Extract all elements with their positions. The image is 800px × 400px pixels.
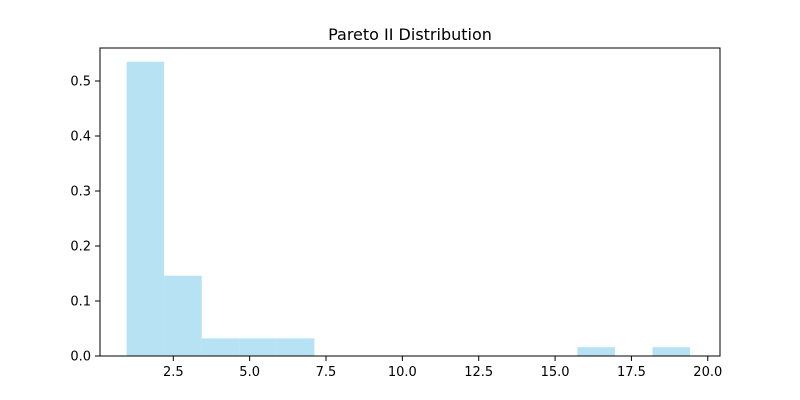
x-tick-label: 15.0 <box>541 365 570 380</box>
y-tick-label: 0.0 <box>70 350 91 365</box>
y-tick-label: 0.1 <box>70 295 91 310</box>
y-tick-label: 0.5 <box>70 75 91 90</box>
x-axis: 2.5 5.0 7.5 10.0 12.5 15.0 17.5 20.0 <box>163 356 722 380</box>
y-tick-label: 0.3 <box>70 185 91 200</box>
y-tick-label: 0.2 <box>70 240 91 255</box>
histogram-bar-2 <box>201 338 240 356</box>
histogram-bar-0 <box>126 61 165 356</box>
histogram-bar-14 <box>652 347 691 356</box>
x-tick-label: 20.0 <box>693 365 722 380</box>
y-tick-label: 0.4 <box>70 130 91 145</box>
plot-frame <box>99 47 721 357</box>
histogram-bar-4 <box>276 338 315 356</box>
x-tick-label: 17.5 <box>617 365 646 380</box>
x-tick-label: 2.5 <box>163 365 184 380</box>
y-axis: 0.0 0.1 0.2 0.3 0.4 0.5 <box>70 75 100 365</box>
x-tick-label: 10.0 <box>388 365 417 380</box>
histogram-bar-1 <box>164 275 202 356</box>
bars-layer <box>126 61 691 356</box>
histogram-bar-3 <box>239 338 277 356</box>
x-tick-label: 7.5 <box>316 365 337 380</box>
x-tick-label: 12.5 <box>464 365 493 380</box>
histogram-bar-12 <box>577 347 615 356</box>
chart-title: Pareto II Distribution <box>328 25 492 44</box>
x-tick-label: 5.0 <box>239 365 260 380</box>
